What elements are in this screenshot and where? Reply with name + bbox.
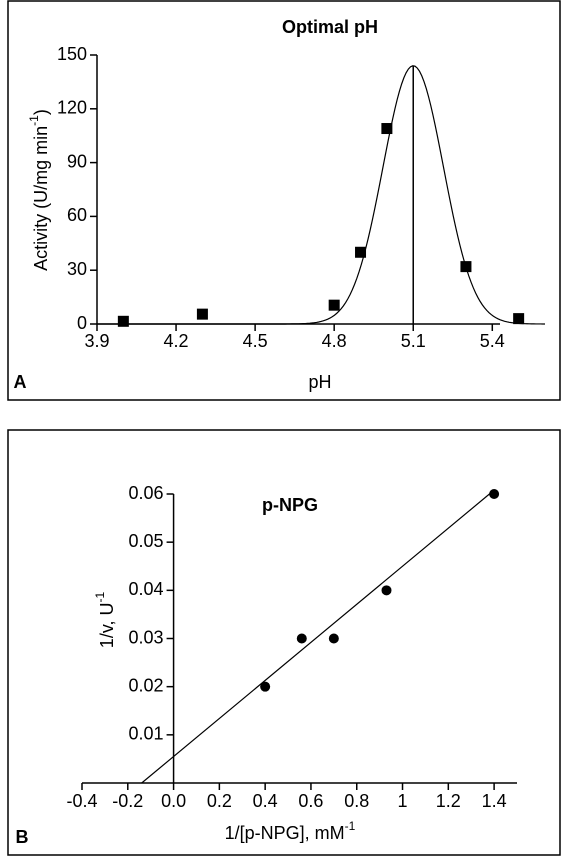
y-tick-label: 0 [77, 313, 87, 333]
point [381, 123, 393, 135]
x-tick-label: 1.2 [436, 791, 461, 811]
point [489, 489, 500, 499]
x-axis-label: 1/[p-NPG], mM-1 [225, 819, 356, 843]
x-tick-label: 0.8 [344, 791, 369, 811]
y-axis-label: 1/v, U-1 [93, 591, 117, 648]
x-tick-label: 5.1 [401, 331, 426, 351]
x-tick-label: 0.2 [207, 791, 232, 811]
y-tick-label: 0.06 [129, 483, 164, 503]
y-axis-label-part: -1 [27, 115, 41, 126]
point [328, 633, 339, 644]
y-axis-label-part: -1 [93, 591, 107, 602]
y-tick-label: 90 [67, 151, 87, 171]
y-tick-label: 0.04 [129, 579, 164, 599]
y-axis-label-part: 1/v, U [97, 602, 117, 648]
fit-curve [97, 65, 546, 325]
x-tick-label: -0.4 [66, 791, 97, 811]
x-tick-label: 0.4 [253, 791, 278, 811]
chart-title: Optimal pH [282, 17, 378, 37]
y-tick-label: 0.02 [129, 675, 164, 695]
y-tick-label: 0.01 [129, 724, 164, 744]
y-tick-label: 0.03 [129, 627, 164, 647]
y-axis-label-part: Activity (U/mg min [31, 126, 51, 271]
fit-line [141, 489, 495, 784]
panel-frame [7, 0, 561, 401]
chart-title: p-NPG [262, 495, 318, 515]
y-tick-label: 150 [57, 44, 87, 64]
x-tick-label: -0.2 [112, 791, 143, 811]
point [117, 315, 129, 327]
y-axis-label-part: ) [31, 109, 51, 115]
x-tick-label: 4.2 [164, 331, 189, 351]
point [355, 246, 367, 258]
x-tick-label: 4.8 [322, 331, 347, 351]
x-tick-label: 0.6 [298, 791, 323, 811]
x-tick-label: 5.4 [480, 331, 505, 351]
point [296, 633, 307, 644]
panel-letter: B [16, 827, 29, 847]
point [381, 585, 392, 596]
x-tick-label: 0.0 [161, 791, 186, 811]
x-axis-label-part: -1 [345, 819, 356, 833]
point [460, 261, 472, 273]
x-tick-label: 1.4 [482, 791, 507, 811]
y-tick-label: 0.05 [129, 531, 164, 551]
x-tick-label: 1 [398, 791, 408, 811]
panel-letter: A [14, 372, 27, 392]
point [196, 308, 208, 320]
point [260, 681, 271, 692]
panel-frame [7, 429, 561, 856]
y-tick-label: 120 [57, 98, 87, 118]
y-tick-label: 30 [67, 259, 87, 279]
y-axis-label: Activity (U/mg min-1) [27, 109, 51, 271]
x-tick-label: 3.9 [84, 331, 109, 351]
point [328, 299, 340, 311]
point [513, 313, 525, 325]
x-tick-label: 4.5 [243, 331, 268, 351]
y-tick-label: 60 [67, 205, 87, 225]
x-axis-label-part: 1/[p-NPG], mM [225, 823, 345, 843]
x-axis-label: pH [308, 372, 331, 392]
